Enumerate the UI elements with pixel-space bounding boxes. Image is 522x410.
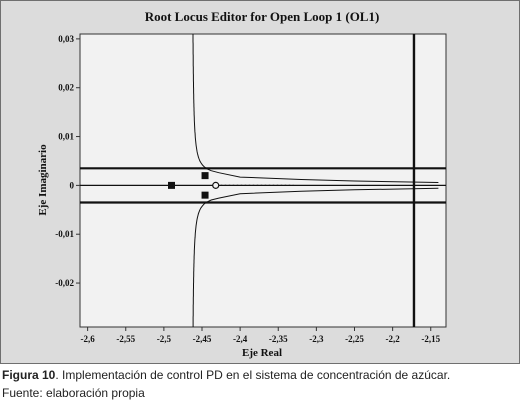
upper-locus-branch: [192, 34, 439, 183]
x-tick-label: -2,35: [269, 334, 288, 344]
locus-layer: [80, 34, 446, 327]
x-tick-label: -2,4: [233, 334, 248, 344]
caption-source: Fuente: elaboración propia: [2, 386, 145, 400]
y-tick-label: -0,01: [55, 229, 74, 239]
caption-text: . Implementación de control PD en el sis…: [55, 368, 451, 382]
x-axis-ticks: -2,6 -2,55 -2,5 -2,45 -2,4 -2,35 -2,3 -2,25 -2,2…: [81, 327, 441, 344]
x-tick-label: -2,15: [421, 334, 440, 344]
x-tick-label: -2,6: [81, 334, 96, 344]
closed-loop-pole-marker-2: [201, 191, 209, 199]
root-locus-chart: Root Locus Editor for Open Loop 1 (OL1) …: [37, 9, 447, 359]
closed-loop-pole-marker-0: [168, 181, 175, 189]
caption-label: Figura 10: [2, 368, 56, 382]
figure-caption: Figura 10. Implementación de control PD …: [2, 366, 520, 402]
x-tick-label: -2,55: [116, 334, 135, 344]
x-tick-label: -2,5: [157, 334, 172, 344]
y-tick-label: -0,02: [55, 278, 74, 288]
y-tick-label: 0,02: [58, 83, 74, 93]
closed-loop-pole-marker-1: [201, 172, 209, 180]
x-tick-label: -2,45: [193, 334, 212, 344]
y-tick-label: 0: [70, 180, 75, 190]
plot-area: [79, 33, 447, 328]
lower-locus-branch: [192, 187, 439, 327]
x-axis-label: Eje Real: [242, 347, 282, 359]
caption-line: Figura 10. Implementación de control PD …: [2, 366, 520, 384]
y-axis-ticks: 0,03 0,02 0,01 0 -0,01 -0,02: [55, 34, 80, 288]
x-tick-label: -2,2: [386, 334, 401, 344]
y-axis-label: Eje Imaginario: [37, 144, 49, 216]
chart-title: Root Locus Editor for Open Loop 1 (OL1): [145, 9, 380, 24]
zero-marker: [212, 181, 220, 189]
x-tick-label: -2,25: [345, 334, 364, 344]
y-tick-label: 0,03: [58, 34, 74, 44]
y-tick-label: 0,01: [58, 132, 74, 142]
x-tick-label: -2,3: [309, 334, 324, 344]
